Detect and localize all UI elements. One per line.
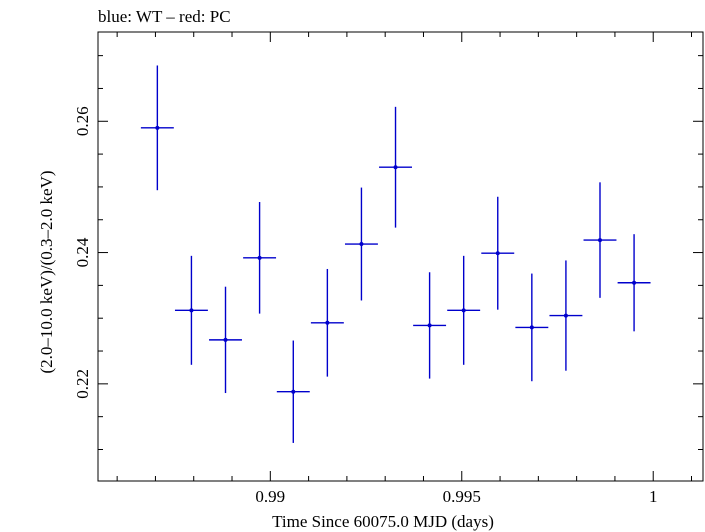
- x-tick-label: 0.995: [443, 487, 481, 506]
- data-point: [344, 187, 378, 301]
- x-tick-label: 1: [649, 487, 658, 506]
- point-marker: [359, 242, 364, 247]
- point-marker: [563, 313, 568, 318]
- data-point: [276, 340, 310, 443]
- point-marker: [291, 389, 296, 394]
- y-axis: 0.22 0.24 0.26: [73, 55, 703, 450]
- data-point: [243, 202, 277, 314]
- x-axis: 0.99 0.995 1: [116, 32, 693, 506]
- point-marker: [632, 280, 637, 285]
- data-point: [617, 234, 651, 332]
- point-marker: [461, 308, 466, 313]
- point-marker: [529, 325, 534, 330]
- data-point: [379, 106, 412, 228]
- point-marker: [325, 320, 330, 325]
- data-point: [209, 286, 242, 394]
- y-axis-label: (2.0–10.0 keV)/(0.3–2.0 keV): [37, 170, 56, 373]
- point-marker: [155, 125, 160, 130]
- x-axis-label: Time Since 60075.0 MJD (days): [272, 512, 494, 531]
- data-point: [174, 255, 208, 365]
- data-point: [413, 272, 447, 379]
- data-point: [140, 65, 174, 191]
- point-marker: [393, 165, 398, 170]
- point-marker: [189, 308, 194, 313]
- data-point: [310, 268, 344, 377]
- point-marker: [427, 323, 432, 328]
- plot-frame: [97, 31, 704, 482]
- data-point: [481, 196, 515, 310]
- data-point: [515, 273, 549, 382]
- data-point: [447, 255, 481, 365]
- data-point: [549, 260, 583, 371]
- point-marker: [257, 255, 262, 260]
- chart-title: blue: WT – red: PC: [98, 7, 231, 26]
- x-tick-label: 0.99: [255, 487, 285, 506]
- data-point: [583, 182, 617, 298]
- point-marker: [597, 238, 602, 243]
- point-marker: [223, 337, 228, 342]
- y-tick-label: 0.26: [73, 106, 92, 136]
- point-marker: [495, 251, 500, 256]
- y-tick-label: 0.24: [73, 237, 92, 267]
- y-tick-label: 0.22: [73, 369, 92, 399]
- data-series: [140, 65, 651, 443]
